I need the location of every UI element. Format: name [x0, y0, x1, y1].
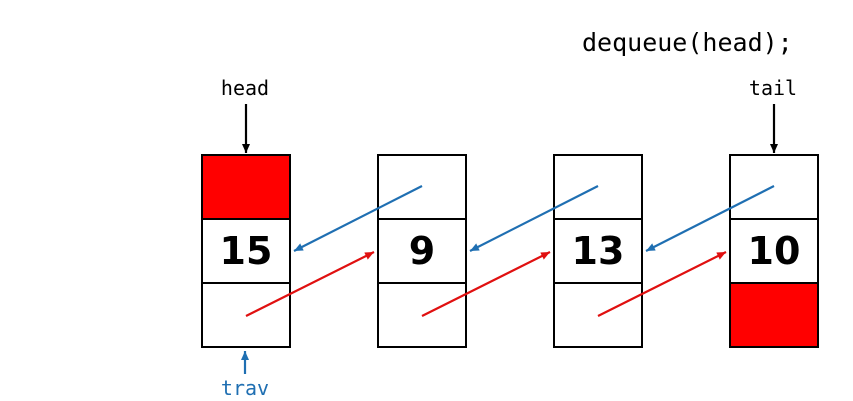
node-0-data-cell	[201, 218, 291, 284]
next-pointer-arrow-0	[245, 251, 375, 317]
prev-pointer-arrow-0	[293, 185, 423, 252]
tail-label: tail	[748, 76, 798, 100]
trav-label: trav	[220, 376, 270, 400]
node-3-data-cell	[729, 218, 819, 284]
node-1-value: 9	[408, 229, 436, 273]
prev-pointer-arrow-1	[469, 185, 599, 252]
node-2-value: 13	[571, 229, 625, 273]
node-2-data-cell	[553, 218, 643, 284]
node-1-data-cell	[377, 218, 467, 284]
node-3-next-cell	[729, 282, 819, 348]
node-0-prev-cell	[201, 154, 291, 220]
code-statement: dequeue(head);	[582, 28, 793, 57]
prev-pointer-arrow-2	[645, 185, 775, 252]
next-pointer-arrow-2	[597, 251, 727, 317]
next-pointer-arrow-1	[421, 251, 551, 317]
head-label: head	[220, 76, 270, 100]
node-3-value: 10	[747, 229, 801, 273]
node-0-value: 15	[219, 229, 273, 273]
